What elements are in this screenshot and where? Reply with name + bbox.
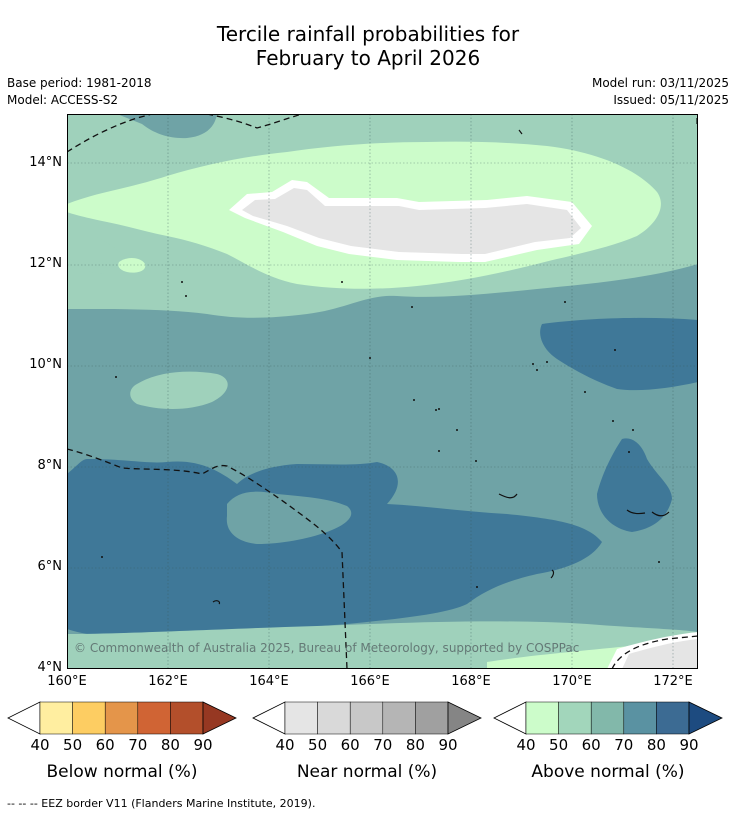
- lat-label-6n: 6°N: [37, 559, 63, 574]
- above-normal-label: Above normal (%): [531, 762, 685, 782]
- below-tick-80: 80: [160, 736, 180, 754]
- probability-map: [67, 114, 698, 669]
- lon-label-162e: 162°E: [148, 674, 188, 689]
- below-over-arrow: [202, 701, 237, 735]
- title-line-2: February to April 2026: [255, 46, 481, 70]
- lat-label-4n: 4°N: [37, 660, 63, 675]
- legend-near: [252, 701, 482, 735]
- above-swatch-2: [558, 701, 592, 735]
- title-line-1: Tercile rainfall probabilities for: [216, 22, 520, 46]
- zone-above-70-southeast: [597, 438, 672, 532]
- below-swatch-1: [39, 701, 73, 735]
- lon-label-166e: 166°E: [350, 674, 390, 689]
- above-tick-40: 40: [516, 736, 536, 754]
- legend-above: [493, 701, 723, 735]
- copyright-note: © Commonwealth of Australia 2025, Bureau…: [74, 641, 580, 655]
- near-swatch-2: [317, 701, 351, 735]
- near-tick-70: 70: [373, 736, 393, 754]
- zone-above-50-west: [130, 371, 228, 409]
- lat-label-10n: 10°N: [29, 357, 62, 372]
- model-run: Model run: 03/11/2025: [591, 76, 729, 90]
- small-islands: [101, 281, 660, 588]
- base-period: Base period: 1981-2018: [7, 76, 152, 90]
- near-swatch-3: [349, 701, 384, 735]
- issued-date: Issued: 05/11/2025: [613, 93, 729, 107]
- eez-borders: [67, 114, 698, 669]
- lat-label-8n: 8°N: [37, 458, 63, 473]
- below-tick-40: 40: [30, 736, 50, 754]
- zone-near-corner-fill: [622, 639, 698, 669]
- below-swatch-3: [104, 701, 139, 735]
- near-tick-80: 80: [405, 736, 425, 754]
- above-over-arrow: [688, 701, 723, 735]
- lon-label-170e: 170°E: [552, 674, 592, 689]
- near-swatch-4: [382, 701, 416, 735]
- below-tick-70: 70: [128, 736, 148, 754]
- map-frame: [67, 114, 698, 669]
- below-tick-50: 50: [63, 736, 83, 754]
- lon-label-172e: 172°E: [653, 674, 693, 689]
- below-swatch-2: [72, 701, 106, 735]
- near-tick-50: 50: [308, 736, 328, 754]
- below-swatch-5: [170, 701, 204, 735]
- lon-label-168e: 168°E: [451, 674, 491, 689]
- below-tick-90: 90: [193, 736, 213, 754]
- zone-above-70-east: [540, 317, 698, 391]
- below-swatch-4: [137, 701, 171, 735]
- above-swatch-4: [623, 701, 657, 735]
- below-under-arrow: [7, 701, 41, 735]
- above-swatch-1: [525, 701, 559, 735]
- below-normal-label: Below normal (%): [46, 762, 198, 782]
- zone-above-50-inset-left: [67, 229, 126, 274]
- near-swatch-5: [415, 701, 449, 735]
- below-tick-60: 60: [95, 736, 115, 754]
- legend-below: [7, 701, 237, 735]
- meta-right: Model run: 03/11/2025 Issued: 05/11/2025: [592, 75, 729, 109]
- above-tick-50: 50: [549, 736, 569, 754]
- lat-label-12n: 12°N: [29, 256, 62, 271]
- meta-left: Base period: 1981-2018 Model: ACCESS-S2: [7, 75, 152, 109]
- zone-above-60-northwest: [117, 114, 217, 139]
- near-under-arrow: [252, 701, 286, 735]
- lat-label-14n: 14°N: [29, 155, 62, 170]
- near-tick-90: 90: [438, 736, 458, 754]
- graticule: [67, 114, 698, 669]
- near-normal-label: Near normal (%): [296, 762, 438, 782]
- near-tick-40: 40: [275, 736, 295, 754]
- zone-above-60-inset: [226, 491, 352, 544]
- zone-above-40-islet: [118, 258, 146, 273]
- above-under-arrow: [493, 701, 527, 735]
- near-over-arrow: [447, 701, 482, 735]
- eez-footnote: -- -- -- EEZ border V11 (Flanders Marine…: [7, 797, 316, 810]
- lon-label-164e: 164°E: [249, 674, 289, 689]
- legend-colorbars: [7, 701, 723, 735]
- map-title: Tercile rainfall probabilities for Febru…: [0, 22, 736, 70]
- near-tick-60: 60: [340, 736, 360, 754]
- above-swatch-3: [590, 701, 625, 735]
- above-tick-80: 80: [646, 736, 666, 754]
- above-tick-70: 70: [614, 736, 634, 754]
- above-swatch-5: [656, 701, 690, 735]
- lon-label-160e: 160°E: [47, 674, 87, 689]
- near-swatch-1: [284, 701, 318, 735]
- zone-near-40: [242, 188, 581, 254]
- above-tick-90: 90: [679, 736, 699, 754]
- above-tick-60: 60: [581, 736, 601, 754]
- model-name: Model: ACCESS-S2: [7, 93, 119, 107]
- zone-above-70-south: [67, 459, 602, 638]
